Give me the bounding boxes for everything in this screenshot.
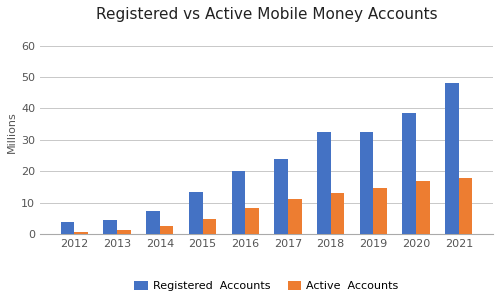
Bar xyxy=(445,83,459,234)
Bar xyxy=(160,226,173,234)
Bar xyxy=(374,188,387,234)
Bar xyxy=(330,193,344,234)
Bar xyxy=(232,171,245,234)
Bar xyxy=(202,219,216,234)
Bar xyxy=(402,113,416,234)
Bar xyxy=(74,232,88,234)
Bar xyxy=(146,212,160,234)
Bar xyxy=(459,178,472,234)
Bar xyxy=(189,192,202,234)
Bar xyxy=(317,132,330,234)
Bar xyxy=(274,159,288,234)
Bar xyxy=(60,222,74,234)
Bar xyxy=(117,230,130,234)
Bar xyxy=(245,208,259,234)
Y-axis label: Millions: Millions xyxy=(7,111,17,153)
Bar xyxy=(104,220,117,234)
Bar xyxy=(360,132,374,234)
Title: Registered vs Active Mobile Money Accounts: Registered vs Active Mobile Money Accoun… xyxy=(96,7,438,22)
Legend: Registered  Accounts, Active  Accounts: Registered Accounts, Active Accounts xyxy=(130,276,403,296)
Bar xyxy=(288,200,302,234)
Bar xyxy=(416,181,430,234)
